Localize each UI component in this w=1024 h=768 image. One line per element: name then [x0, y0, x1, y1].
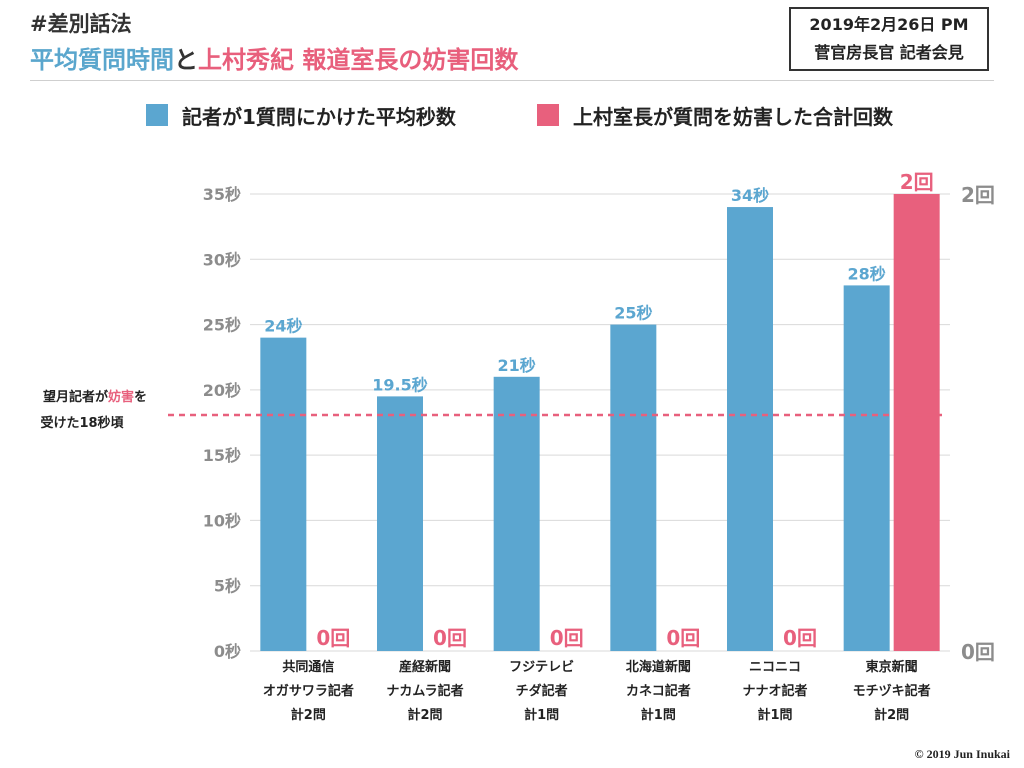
seconds-bar: [377, 396, 423, 651]
x-category-label: フジテレビ: [509, 659, 574, 675]
x-category-label: ナナオ記者: [742, 683, 807, 699]
x-category-label: 計2問: [291, 707, 326, 723]
x-category-label: ニコニコ: [749, 660, 801, 675]
x-category-label: ナカムラ記者: [386, 683, 463, 699]
legend-swatch-pink: [537, 104, 559, 126]
interruptions-data-label: 0回: [433, 626, 467, 650]
legend-item-interruptions: 上村室長が質問を妨害した合計回数: [537, 101, 893, 129]
legend-item-seconds: 記者が1質問にかけた平均秒数: [146, 101, 456, 129]
y-tick-label: 5秒: [214, 577, 241, 596]
seconds-bar: [260, 337, 307, 651]
title-part-and: と: [174, 46, 198, 74]
x-category-label: モチヅキ記者: [853, 683, 931, 699]
seconds-data-label: 21秒: [498, 356, 536, 375]
y2-tick-label: 0回: [961, 640, 995, 664]
y-tick-label: 35秒: [203, 185, 241, 204]
chart-title: 平均質問時間と上村秀紀 報道室長の妨害回数: [30, 40, 518, 75]
seconds-bar: [493, 376, 540, 651]
interruptions-data-label: 0回: [783, 626, 817, 650]
x-category-label: カネコ記者: [626, 683, 691, 699]
date-text: 2019年2月26日 PM: [809, 15, 969, 34]
copyright-text: © 2019 Jun Inukai: [914, 747, 1010, 761]
interruptions-data-label: 0回: [550, 626, 584, 650]
x-category-label: チダ記者: [516, 683, 568, 699]
legend-label-seconds: 記者が1質問にかけた平均秒数: [182, 104, 456, 129]
x-category-label: 計1問: [524, 707, 559, 723]
x-category-label: 産経新聞: [399, 659, 451, 675]
y2-tick-label: 2回: [961, 183, 995, 207]
interruptions-data-label: 2回: [900, 170, 934, 194]
interruptions-data-label: 0回: [666, 626, 700, 650]
title-part-avg-time: 平均質問時間: [30, 46, 174, 74]
y-tick-label: 15秒: [203, 446, 241, 465]
legend-swatch-blue: [146, 104, 168, 126]
seconds-data-label: 24秒: [264, 317, 302, 336]
seconds-data-label: 28秒: [848, 264, 886, 283]
hashtag-label: #差別話法: [30, 12, 132, 36]
interruptions-data-label: 0回: [316, 626, 350, 650]
seconds-data-label: 19.5秒: [372, 375, 427, 394]
y-tick-label: 25秒: [203, 316, 241, 335]
title-part-interruptions: 上村秀紀 報道室長の妨害回数: [198, 46, 519, 74]
x-category-label: 計2問: [874, 707, 909, 723]
x-category-label: 計1問: [641, 707, 676, 723]
y-tick-label: 10秒: [203, 511, 241, 530]
x-category-label: 東京新聞: [866, 659, 918, 675]
x-category-label: 計2問: [407, 707, 442, 723]
header-divider: [30, 80, 994, 81]
interruptions-bar: [893, 194, 940, 651]
seconds-bar: [727, 207, 773, 652]
x-category-label: 計1問: [757, 707, 792, 723]
seconds-data-label: 25秒: [614, 304, 652, 323]
x-category-label: オガサワラ記者: [263, 683, 354, 699]
reference-annotation-line1: 望月記者が妨害を: [43, 389, 147, 405]
x-category-label: 共同通信: [282, 659, 334, 675]
reference-annotation-line2: 受けた18秒頃: [40, 415, 124, 431]
legend-label-interruptions: 上村室長が質問を妨害した合計回数: [573, 104, 893, 129]
y-tick-label: 0秒: [214, 642, 241, 661]
seconds-bar: [610, 324, 657, 651]
seconds-data-label: 34秒: [731, 186, 769, 205]
x-category-label: 北海道新聞: [626, 659, 691, 675]
y-tick-label: 20秒: [203, 381, 241, 400]
seconds-bar: [843, 285, 890, 651]
date-box: 2019年2月26日 PM 菅官房長官 記者会見: [789, 7, 989, 71]
y-tick-label: 30秒: [203, 250, 241, 269]
event-text: 菅官房長官 記者会見: [814, 43, 964, 62]
